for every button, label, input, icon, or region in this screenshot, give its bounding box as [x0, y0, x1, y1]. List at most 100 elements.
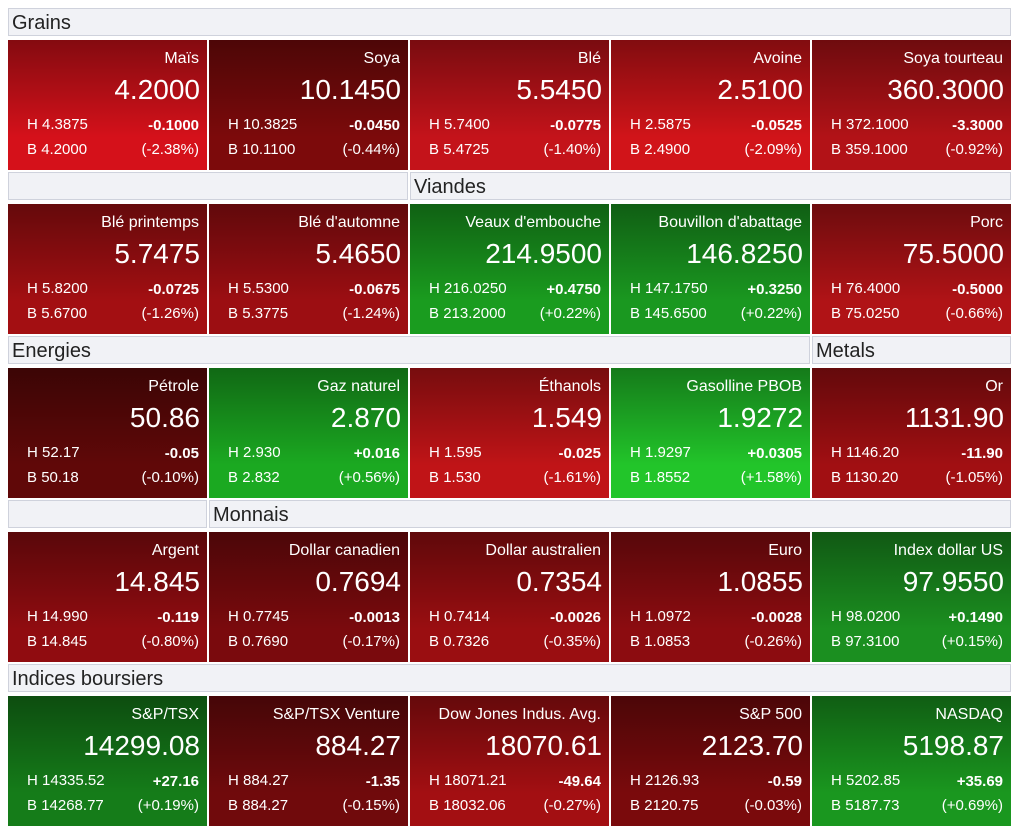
high-label: H	[27, 608, 38, 625]
low-label: B	[228, 141, 239, 158]
instrument-name: Veaux d'embouche	[465, 214, 601, 231]
last-price: 14.845	[114, 566, 200, 597]
low-row: B 5.3775	[228, 305, 288, 322]
last-price: 0.7354	[516, 566, 602, 597]
change-percent: (+0.19%)	[137, 797, 199, 814]
change-percent: (-1.40%)	[543, 141, 601, 158]
low-value: 2.4900	[644, 141, 691, 158]
high-label: H	[831, 608, 842, 625]
low-row: B 0.7326	[429, 633, 489, 650]
high-value: 216.0250	[444, 280, 507, 297]
quote-tile: Blé printemps 5.7475 H 5.8200 B 5.6700 -0.07…	[8, 204, 207, 334]
change: -0.0028	[751, 609, 802, 626]
instrument-name: NASDAQ	[935, 706, 1003, 723]
quote-tile: Dow Jones Indus. Avg. 18070.61 H 18071.21 B…	[410, 696, 609, 826]
high-row: H 884.27	[228, 772, 289, 789]
low-value: 10.1100	[242, 141, 296, 158]
instrument-name: Gaz naturel	[317, 378, 400, 395]
last-price: 146.8250	[686, 238, 803, 269]
last-price: 1.9272	[717, 402, 803, 433]
change: -0.0450	[349, 117, 400, 134]
last-price: 97.9550	[902, 566, 1004, 597]
high-row: H 2.5875	[630, 116, 691, 133]
section-title: Indices boursiers	[12, 668, 164, 690]
low-label: B	[429, 633, 440, 650]
change-percent: (-2.38%)	[141, 141, 199, 158]
last-price: 5.5450	[516, 74, 602, 105]
high-value: 98.0200	[846, 608, 901, 625]
change-percent: (-0.92%)	[945, 141, 1003, 158]
instrument-name: Euro	[768, 542, 802, 559]
instrument-name: S&P/TSX	[131, 706, 199, 723]
high-label: H	[831, 444, 842, 461]
high-label: H	[630, 280, 641, 297]
change-percent: (-2.09%)	[744, 141, 802, 158]
last-price: 10.1450	[299, 74, 401, 105]
high-value: 147.1750	[645, 280, 708, 297]
low-value: 359.1000	[845, 141, 908, 158]
change: -0.0775	[550, 117, 601, 134]
low-value: 213.2000	[443, 305, 506, 322]
low-row: B 14.845	[27, 633, 87, 650]
low-value: 1.530	[443, 469, 481, 486]
last-price: 5198.87	[902, 730, 1004, 761]
instrument-name: Blé d'automne	[298, 214, 400, 231]
low-value: 5.3775	[242, 305, 289, 322]
instrument-name: Blé printemps	[101, 214, 199, 231]
section-header	[8, 500, 207, 528]
high-row: H 1.0972	[630, 608, 691, 625]
quote-tile: Porc 75.5000 H 76.4000 B 75.0250 -0.5000 (-0.…	[812, 204, 1011, 334]
low-row: B 5.6700	[27, 305, 87, 322]
high-value: 76.4000	[846, 280, 901, 297]
high-value: 884.27	[243, 772, 289, 789]
low-label: B	[831, 469, 842, 486]
change: +0.3250	[747, 281, 802, 298]
quote-tile: Blé 5.5450 H 5.7400 B 5.4725 -0.0775 (-1.40%)	[410, 40, 609, 170]
instrument-name: S&P/TSX Venture	[272, 706, 400, 723]
quote-tile: S&P/TSX 14299.08 H 14335.52 B 14268.77 +27.1…	[8, 696, 207, 826]
quote-tile: Avoine 2.5100 H 2.5875 B 2.4900 -0.0525 (-2.0…	[611, 40, 810, 170]
high-row: H 5202.85	[831, 772, 900, 789]
high-label: H	[630, 608, 641, 625]
change: +0.4750	[546, 281, 601, 298]
low-row: B 10.1100	[228, 141, 295, 158]
instrument-name: Blé	[577, 50, 601, 67]
low-label: B	[630, 469, 641, 486]
instrument-name: Or	[985, 378, 1003, 395]
section-header: Energies	[8, 336, 810, 364]
high-label: H	[27, 772, 38, 789]
low-label: B	[831, 633, 842, 650]
instrument-name: S&P 500	[739, 706, 802, 723]
high-value: 2.5875	[645, 116, 691, 133]
high-value: 0.7745	[243, 608, 289, 625]
last-price: 75.5000	[902, 238, 1004, 269]
change: -0.05	[164, 445, 199, 462]
low-label: B	[27, 305, 38, 322]
quote-tile: Argent 14.845 H 14.990 B 14.845 -0.119 (-0.80…	[8, 532, 207, 662]
high-label: H	[630, 444, 641, 461]
high-row: H 2126.93	[630, 772, 699, 789]
high-label: H	[630, 116, 641, 133]
last-price: 14299.08	[83, 730, 200, 761]
low-value: 14.845	[41, 633, 88, 650]
section-title: Metals	[816, 340, 875, 362]
low-label: B	[228, 797, 239, 814]
high-value: 52.17	[42, 444, 80, 461]
quote-tile: Gasolline PBOB 1.9272 H 1.9297 B 1.8552 +0.0…	[611, 368, 810, 498]
section-header: Grains	[8, 8, 1011, 36]
high-row: H 5.7400	[429, 116, 490, 133]
section-title: Grains	[12, 12, 71, 34]
high-row: H 1.595	[429, 444, 482, 461]
high-label: H	[831, 772, 842, 789]
high-row: H 76.4000	[831, 280, 900, 297]
last-price: 4.2000	[114, 74, 200, 105]
change-percent: (-1.26%)	[141, 305, 199, 322]
high-value: 1146.20	[846, 444, 900, 461]
instrument-name: Gasolline PBOB	[686, 378, 802, 395]
high-label: H	[228, 116, 239, 133]
change-percent: (+0.22%)	[740, 305, 802, 322]
high-label: H	[228, 280, 239, 297]
low-row: B 18032.06	[429, 797, 506, 814]
instrument-name: Dow Jones Indus. Avg.	[438, 706, 601, 723]
high-row: H 98.0200	[831, 608, 900, 625]
